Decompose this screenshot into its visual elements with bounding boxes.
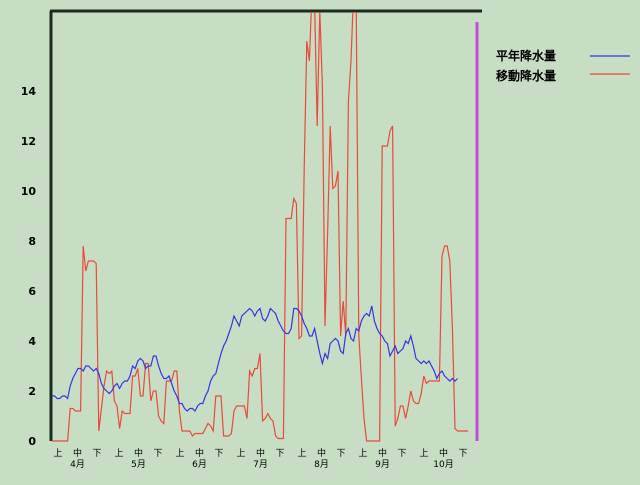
- x-month-label: 8月: [314, 459, 329, 470]
- x-month-label: 5月: [131, 459, 146, 470]
- x-month-label: 9月: [375, 459, 390, 470]
- y-tick-label: 0: [28, 435, 36, 448]
- x-subtick-label: 下: [458, 449, 467, 459]
- x-subtick-label: 下: [92, 449, 101, 459]
- y-axis-ticks: 0 2 4 6 8 10 12 14: [21, 85, 37, 448]
- series-line-normal-precipitation: [52, 305, 459, 412]
- x-month-label: 7月: [253, 459, 268, 470]
- x-month-label: 4月: [70, 459, 85, 470]
- x-subtick-label: 上: [358, 448, 367, 459]
- y-tick-label: 10: [21, 185, 37, 198]
- y-tick-label: 2: [28, 385, 36, 398]
- legend-label-actual: 移動降水量: [496, 68, 556, 83]
- x-subtick-label: 中: [256, 447, 265, 459]
- x-axis-ticks: 上中下4月上中下5月上中下6月上中下7月上中下8月上中下9月上中下10月: [53, 447, 467, 470]
- series-line-moving-precipitation: [52, 12, 468, 442]
- x-subtick-label: 上: [419, 448, 428, 459]
- y-tick-label: 8: [28, 235, 36, 248]
- x-subtick-label: 下: [275, 449, 284, 459]
- legend-entry-normal: 平年降水量: [496, 48, 630, 63]
- x-subtick-label: 下: [397, 449, 406, 459]
- x-month-label: 6月: [192, 459, 207, 470]
- x-subtick-label: 上: [175, 448, 184, 459]
- x-subtick-label: 下: [214, 449, 223, 459]
- x-subtick-label: 上: [114, 448, 123, 459]
- x-subtick-label: 中: [134, 447, 143, 459]
- legend-label-normal: 平年降水量: [496, 48, 556, 63]
- x-subtick-label: 下: [153, 449, 162, 459]
- y-tick-label: 4: [28, 335, 36, 348]
- x-subtick-label: 上: [236, 448, 245, 459]
- series-lines: [52, 12, 468, 442]
- y-tick-label: 6: [28, 285, 36, 298]
- y-tick-label: 14: [21, 85, 37, 98]
- x-month-label: 10月: [433, 459, 453, 470]
- x-subtick-label: 中: [195, 447, 204, 459]
- x-subtick-label: 下: [336, 449, 345, 459]
- x-subtick-label: 中: [317, 447, 326, 459]
- y-tick-label: 12: [21, 135, 36, 148]
- x-subtick-label: 中: [439, 447, 448, 459]
- x-subtick-label: 中: [73, 447, 82, 459]
- x-subtick-label: 上: [297, 448, 306, 459]
- legend: 平年降水量 移動降水量: [496, 48, 630, 83]
- x-subtick-label: 上: [53, 448, 62, 459]
- legend-entry-actual: 移動降水量: [496, 68, 630, 83]
- x-subtick-label: 中: [378, 447, 387, 459]
